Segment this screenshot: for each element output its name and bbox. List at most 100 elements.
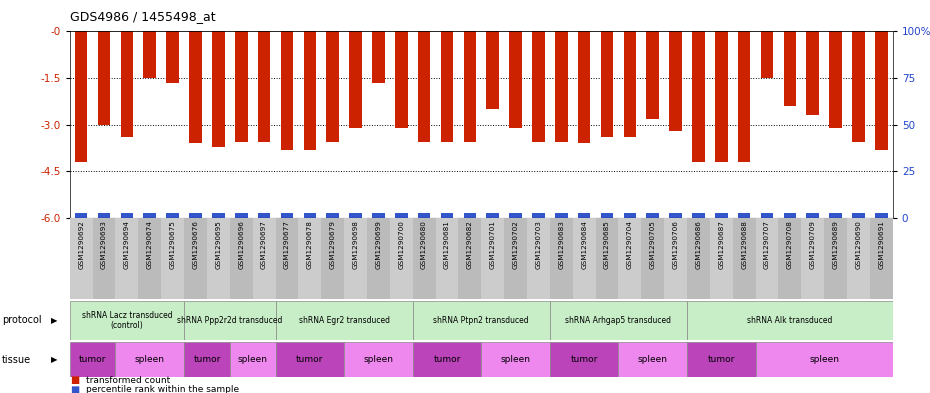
Bar [326, 213, 339, 218]
Bar [687, 218, 710, 299]
Bar [710, 218, 733, 299]
Bar [624, 31, 636, 137]
Bar [115, 342, 184, 377]
Bar [601, 213, 613, 218]
Text: GSM1290674: GSM1290674 [147, 220, 153, 270]
Bar [350, 31, 362, 128]
Bar [418, 213, 431, 218]
Text: GDS4986 / 1455498_at: GDS4986 / 1455498_at [70, 10, 216, 23]
Bar [463, 213, 476, 218]
Bar [532, 213, 545, 218]
Bar [258, 213, 271, 218]
Bar [184, 301, 275, 340]
Bar [344, 218, 367, 299]
Bar [326, 31, 339, 142]
Bar [481, 218, 504, 299]
Bar [212, 213, 225, 218]
Text: tumor: tumor [708, 355, 735, 364]
Text: GSM1290699: GSM1290699 [376, 220, 381, 270]
Text: GSM1290686: GSM1290686 [696, 220, 701, 270]
Bar [755, 342, 893, 377]
Bar [253, 218, 275, 299]
Bar [646, 31, 659, 119]
Text: GSM1290675: GSM1290675 [169, 220, 176, 270]
Bar [664, 218, 687, 299]
Text: shRNA Arhgap5 transduced: shRNA Arhgap5 transduced [565, 316, 671, 325]
Bar [70, 301, 184, 340]
Text: shRNA Alk transduced: shRNA Alk transduced [747, 316, 832, 325]
Bar [847, 218, 870, 299]
Bar [70, 342, 115, 377]
Bar [235, 31, 247, 142]
Bar [715, 213, 727, 218]
Bar [435, 218, 458, 299]
Bar [806, 31, 819, 116]
Bar [189, 31, 202, 143]
Text: shRNA Egr2 transduced: shRNA Egr2 transduced [299, 316, 390, 325]
Text: tissue: tissue [2, 354, 31, 365]
Text: GSM1290685: GSM1290685 [604, 220, 610, 270]
Text: GSM1290694: GSM1290694 [124, 220, 130, 270]
Text: GSM1290678: GSM1290678 [307, 220, 312, 270]
Bar [737, 31, 751, 162]
Bar [532, 31, 545, 142]
Bar [670, 213, 682, 218]
Text: GSM1290696: GSM1290696 [238, 220, 245, 270]
Bar [184, 218, 206, 299]
Bar [550, 342, 618, 377]
Bar [578, 213, 591, 218]
Bar [784, 213, 796, 218]
Text: GSM1290698: GSM1290698 [352, 220, 359, 270]
Text: GSM1290703: GSM1290703 [536, 220, 541, 270]
Bar [458, 218, 482, 299]
Bar [618, 342, 687, 377]
Text: GSM1290682: GSM1290682 [467, 220, 472, 270]
Bar [504, 218, 527, 299]
Text: spleen: spleen [500, 355, 531, 364]
Bar [875, 31, 887, 150]
Bar [303, 31, 316, 150]
Text: GSM1290708: GSM1290708 [787, 220, 793, 270]
Text: shRNA Lacz transduced
(control): shRNA Lacz transduced (control) [82, 310, 172, 330]
Bar [642, 218, 664, 299]
Bar [184, 342, 230, 377]
Text: ▶: ▶ [51, 355, 57, 364]
Bar [75, 213, 87, 218]
Bar [595, 218, 618, 299]
Bar [413, 342, 481, 377]
Text: GSM1290689: GSM1290689 [832, 220, 839, 270]
Bar [601, 31, 613, 137]
Bar [235, 213, 247, 218]
Bar [395, 213, 407, 218]
Text: GSM1290677: GSM1290677 [284, 220, 290, 270]
Text: GSM1290679: GSM1290679 [329, 220, 336, 270]
Text: GSM1290680: GSM1290680 [421, 220, 427, 270]
Bar [143, 213, 156, 218]
Bar [143, 31, 156, 78]
Bar [852, 213, 865, 218]
Bar [275, 301, 413, 340]
Text: GSM1290683: GSM1290683 [558, 220, 565, 270]
Bar [687, 342, 755, 377]
Bar [321, 218, 344, 299]
Bar [692, 213, 705, 218]
Text: spleen: spleen [638, 355, 668, 364]
Bar [527, 218, 550, 299]
Bar [418, 31, 431, 142]
Bar [413, 218, 435, 299]
Bar [761, 31, 774, 78]
Text: GSM1290701: GSM1290701 [490, 220, 496, 270]
Bar [303, 213, 316, 218]
Bar [161, 218, 184, 299]
Bar [139, 218, 161, 299]
Text: GSM1290688: GSM1290688 [741, 220, 747, 270]
Bar [486, 213, 499, 218]
Bar [166, 213, 179, 218]
Bar [189, 213, 202, 218]
Bar [463, 31, 476, 142]
Text: GSM1290684: GSM1290684 [581, 220, 587, 270]
Bar [98, 31, 111, 125]
Text: tumor: tumor [79, 355, 106, 364]
Bar [367, 218, 390, 299]
Text: ▶: ▶ [51, 316, 57, 325]
